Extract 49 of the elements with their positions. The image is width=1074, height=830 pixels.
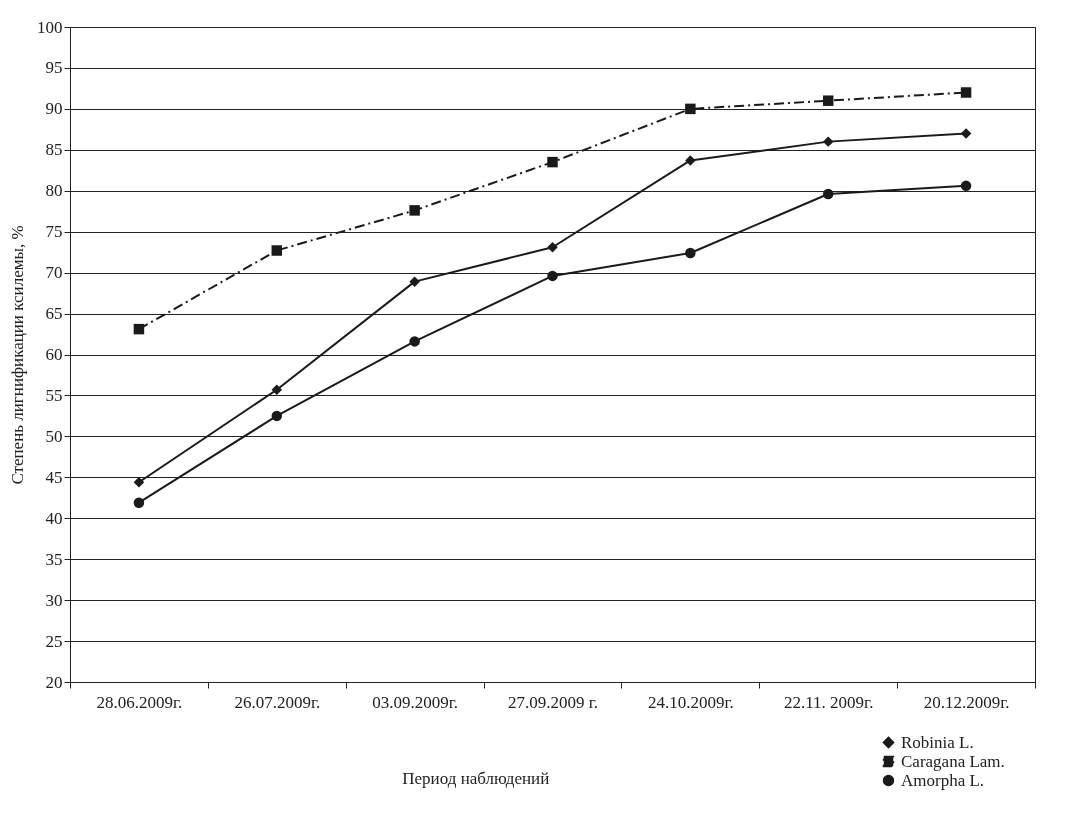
y-tick-label: 60 — [45, 345, 63, 364]
y-tick-label: 55 — [45, 385, 63, 405]
y-tick-label: 80 — [45, 181, 63, 201]
y-tick-label: 100 — [37, 17, 63, 37]
point — [409, 336, 420, 347]
point — [960, 180, 972, 192]
y-tick-label: 50 — [45, 426, 63, 446]
y-axis-title: Степень лигнификации ксилемы, % — [8, 225, 27, 485]
x-tick-label: 20.12.2009г. — [923, 692, 1010, 712]
point — [271, 410, 283, 422]
point — [271, 384, 283, 395]
point — [547, 242, 558, 253]
x-tick-label: 26.07.2009г. — [234, 692, 321, 712]
x-axis-title: Период наблюдений — [402, 768, 550, 788]
y-tick-label: 20 — [45, 672, 63, 692]
legend-label: Amorpha L. — [901, 770, 985, 790]
y-tick-label: 45 — [45, 467, 63, 487]
point — [960, 128, 972, 139]
y-tick-label: 95 — [45, 58, 63, 78]
x-tick-label: 27.09.2009 г. — [507, 692, 599, 712]
y-tick-label: 65 — [45, 304, 63, 324]
point — [685, 103, 696, 115]
point — [547, 270, 558, 282]
point — [409, 205, 420, 216]
y-tick-label: 70 — [45, 263, 63, 283]
y-tick-label: 75 — [45, 222, 63, 242]
x-tick-label: 22.11. 2009г. — [784, 692, 874, 712]
legend-label: Caragana Lam. — [901, 751, 1005, 771]
point — [685, 247, 696, 259]
y-tick-label: 85 — [45, 140, 63, 160]
point — [822, 136, 834, 147]
point — [133, 323, 145, 335]
point — [409, 276, 420, 287]
x-tick-label: 24.10.2009г. — [647, 692, 734, 712]
x-tick-label: 03.09.2009г. — [372, 692, 459, 712]
point — [685, 155, 696, 166]
point — [133, 497, 145, 508]
y-tick-label: 90 — [45, 99, 63, 119]
legend-label: Robinia L. — [901, 732, 974, 752]
x-tick-label: 28.06.2009г. — [96, 692, 183, 712]
point — [271, 245, 283, 256]
point — [822, 188, 834, 200]
y-tick-label: 25 — [45, 631, 63, 651]
y-tick-label: 35 — [45, 549, 63, 569]
point — [960, 87, 972, 98]
y-tick-label: 40 — [45, 508, 63, 528]
y-tick-label: 30 — [45, 590, 63, 610]
point — [547, 156, 558, 168]
point — [822, 95, 834, 106]
